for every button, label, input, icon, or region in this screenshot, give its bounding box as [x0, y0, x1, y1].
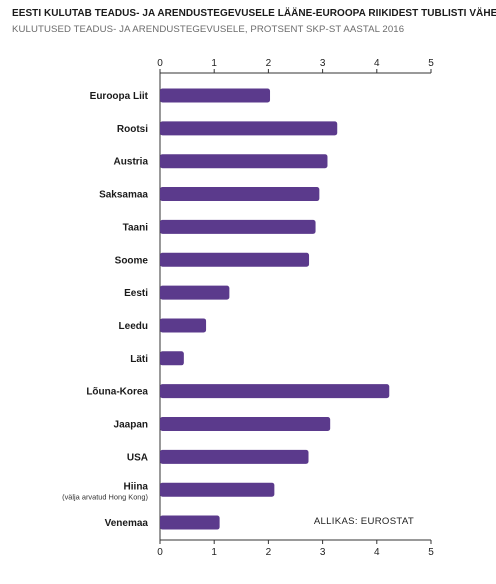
bottom-tick-label: 1 [211, 547, 217, 558]
category-label: Taani [123, 222, 149, 233]
bar [160, 384, 390, 399]
bar [160, 121, 338, 136]
category-label: Leedu [119, 321, 148, 332]
top-tick-label: 2 [266, 58, 272, 69]
category-label: Lõuna-Korea [86, 387, 148, 398]
bar [160, 154, 328, 169]
category-label: Hiina [124, 482, 149, 493]
bar [160, 252, 310, 267]
top-tick-label: 0 [157, 58, 163, 69]
top-axis: 0 1 2 3 4 5 [157, 58, 434, 540]
top-tick-label: 3 [320, 58, 326, 69]
bars [160, 88, 390, 530]
bar [160, 515, 220, 530]
top-tick-label: 4 [374, 58, 380, 69]
bar [160, 187, 320, 202]
bottom-tick-label: 5 [428, 547, 434, 558]
bar [160, 318, 207, 333]
bottom-tick-label: 3 [320, 547, 326, 558]
category-label: Euroopa Liit [90, 91, 149, 102]
bottom-axis: 0 1 2 3 4 5 [157, 539, 434, 558]
bottom-tick-label: 4 [374, 547, 380, 558]
category-label: USA [127, 452, 148, 463]
bar [160, 449, 309, 464]
category-label: Läti [130, 354, 148, 365]
top-tick-label: 1 [211, 58, 217, 69]
bar [160, 482, 275, 497]
category-label: Venemaa [105, 518, 149, 529]
top-tick-label: 5 [428, 58, 434, 69]
category-label: Saksamaa [99, 190, 148, 201]
category-label: Soome [115, 255, 149, 266]
category-label: Austria [114, 157, 149, 168]
bar [160, 351, 184, 366]
bottom-tick-label: 0 [157, 547, 163, 558]
category-labels: Euroopa Liit Rootsi Austria Saksamaa Taani So… [62, 91, 149, 529]
chart-subtitle: KULUTUSED TEADUS- JA ARENDUSTEGEVUSELE, … [12, 24, 405, 35]
category-note: (välja arvatud Hong Kong) [62, 493, 148, 502]
category-label: Jaapan [114, 420, 148, 431]
category-label: Rootsi [117, 124, 148, 135]
bar [160, 88, 271, 103]
bar [160, 219, 316, 234]
chart-title: EESTI KULUTAB TEADUS- JA ARENDUSTEGEVUSE… [12, 8, 496, 19]
bottom-tick-label: 2 [266, 547, 272, 558]
bar [160, 417, 331, 431]
source-label: ALLIKAS: EUROSTAT [314, 516, 414, 527]
bar [160, 285, 230, 300]
category-label: Eesti [124, 288, 148, 299]
